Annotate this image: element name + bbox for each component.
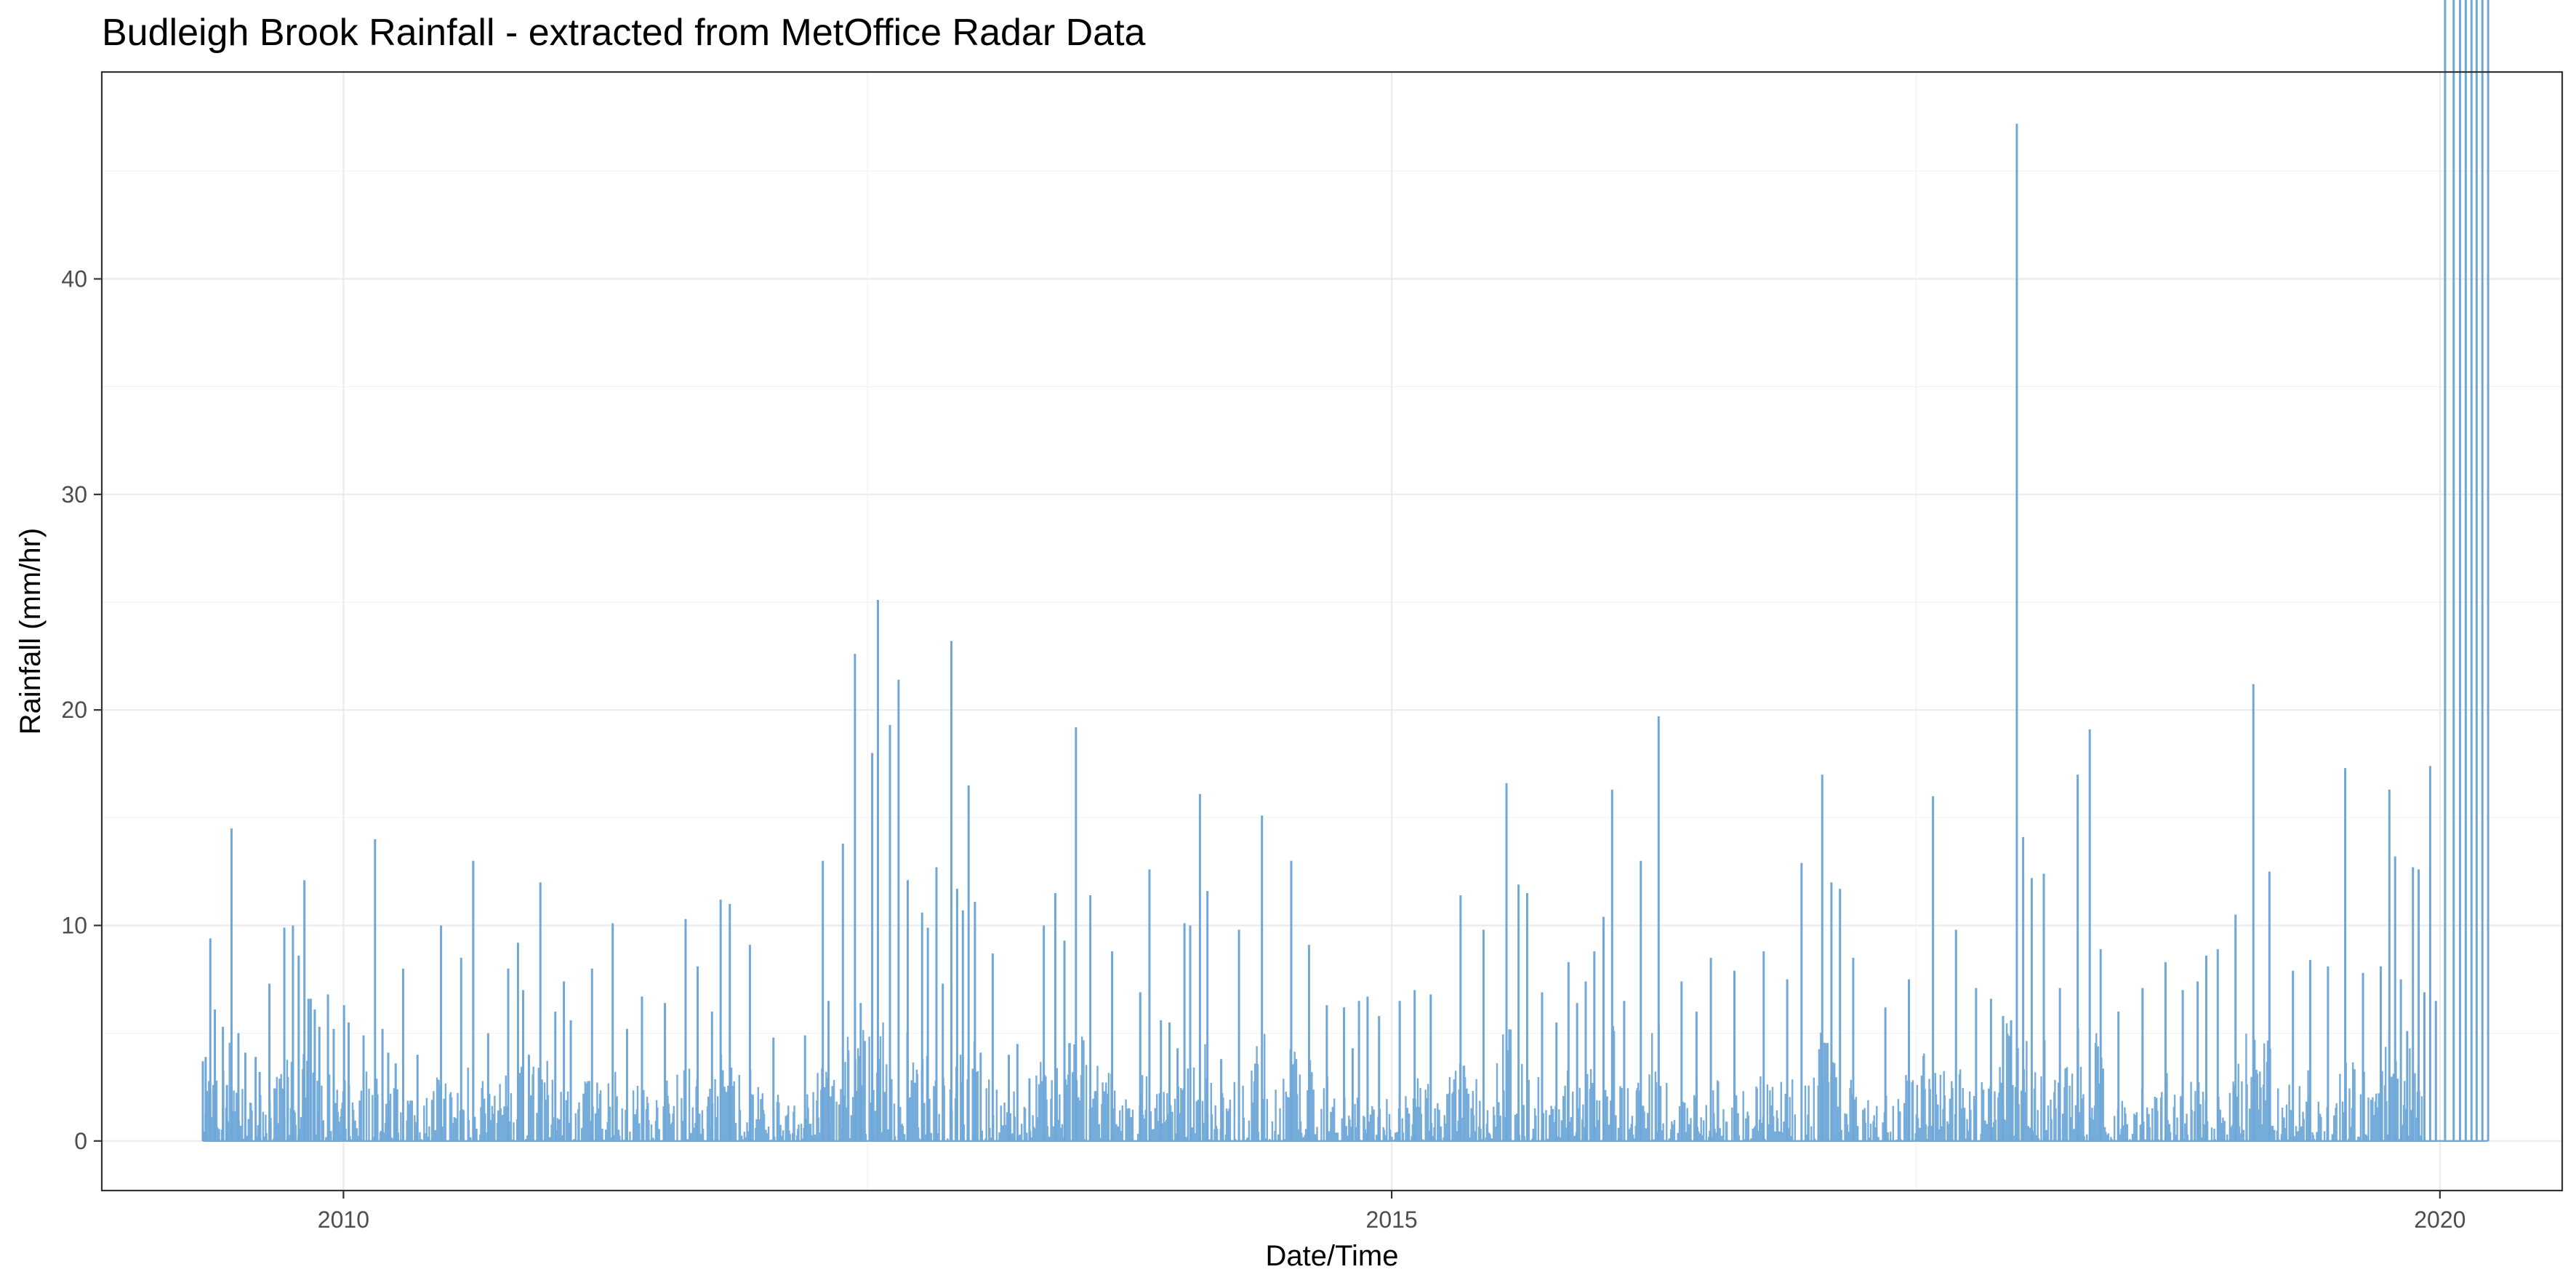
plot-border: [100, 71, 2564, 1192]
major-grid-x: [342, 72, 2441, 1191]
y-tick-label: 40: [61, 265, 87, 292]
y-tick-label: 10: [61, 913, 87, 939]
y-axis-title: Rainfall (mm/hr): [15, 528, 47, 735]
x-tick-label: 2010: [318, 1207, 369, 1233]
x-tick-label: 2020: [2414, 1207, 2465, 1233]
plot-panel: [102, 72, 2562, 1191]
rainfall-series: [203, 0, 2489, 1141]
minor-grid-x: [867, 72, 1917, 1191]
y-tick-label: 30: [61, 481, 87, 508]
chart-title: Budleigh Brook Rainfall - extracted from…: [102, 12, 1146, 54]
minor-grid-y: [102, 170, 2562, 1034]
x-tick-label: 2015: [1366, 1207, 1418, 1233]
x-axis: 2010 2015 2020: [318, 1191, 2465, 1233]
y-axis: 0 10 20 30 40: [61, 265, 102, 1154]
y-tick-label: 20: [61, 697, 87, 723]
y-tick-label: 0: [74, 1128, 87, 1154]
x-axis-title: Date/Time: [1265, 1240, 1398, 1272]
